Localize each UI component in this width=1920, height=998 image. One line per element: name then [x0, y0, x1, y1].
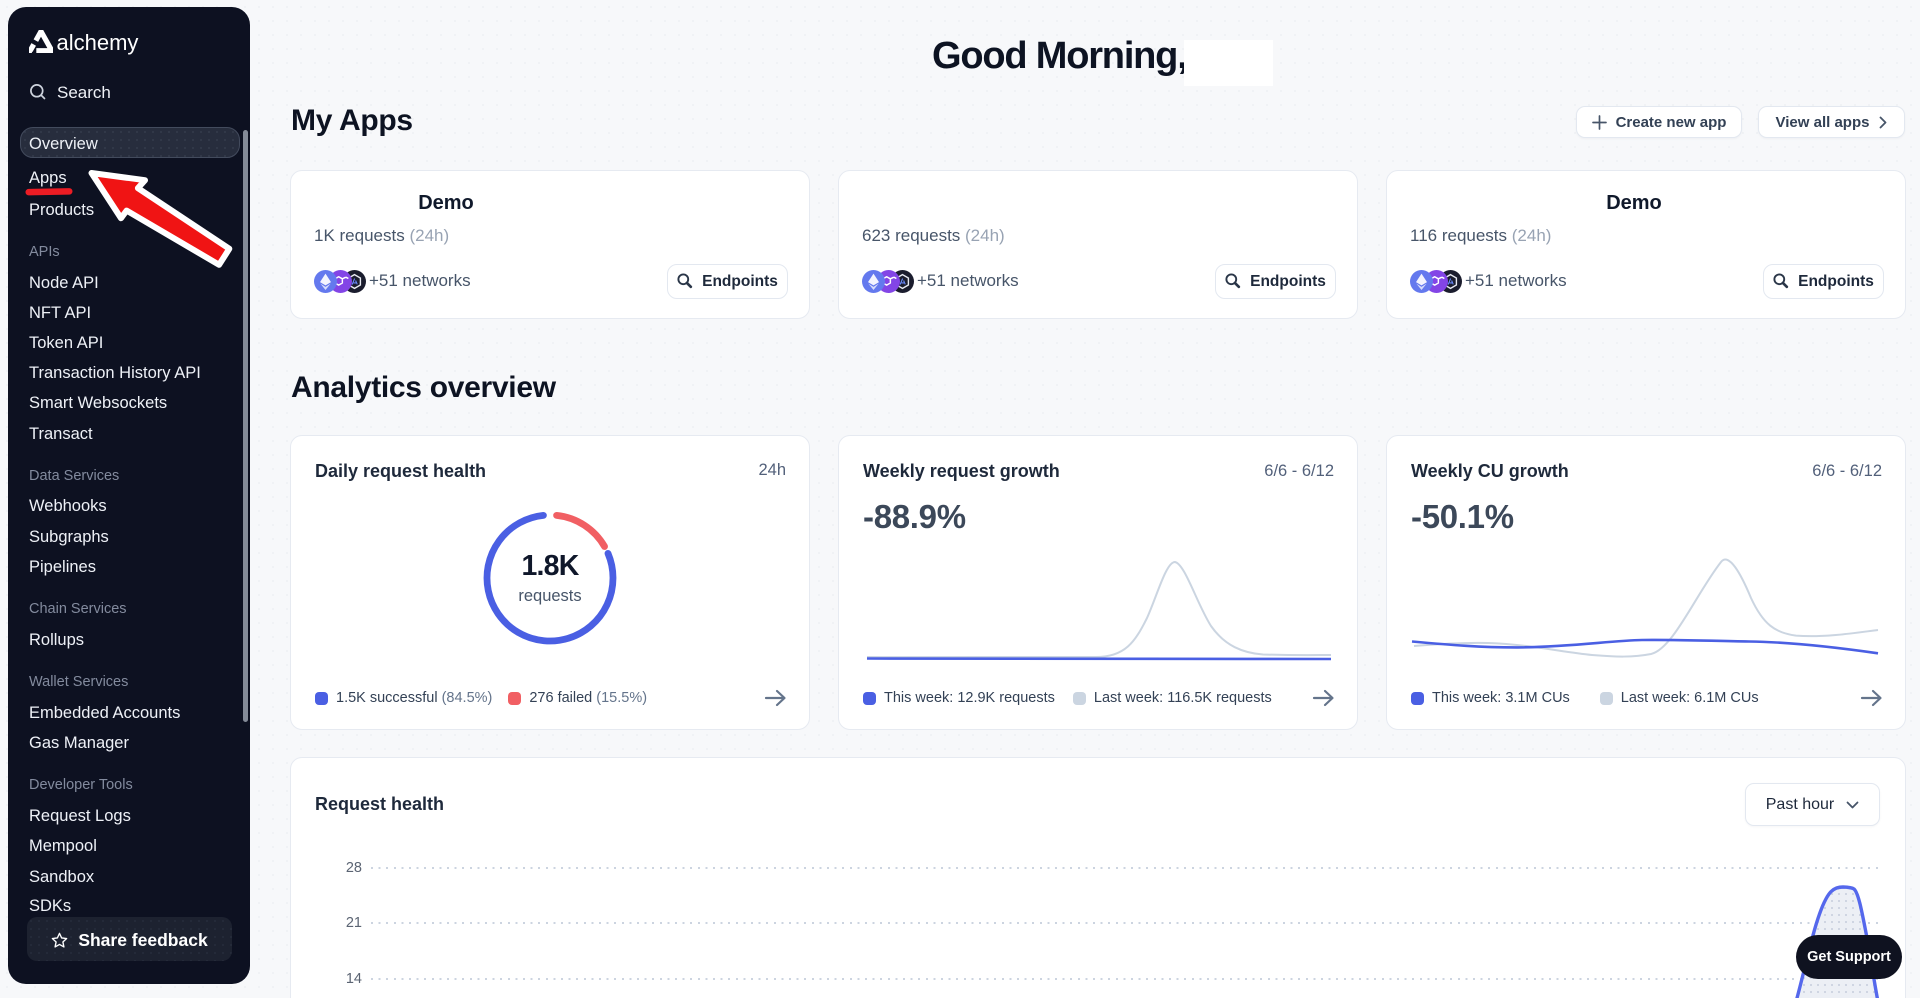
svg-text:1.8K: 1.8K — [521, 550, 579, 582]
svg-text:requests: requests — [518, 587, 581, 605]
